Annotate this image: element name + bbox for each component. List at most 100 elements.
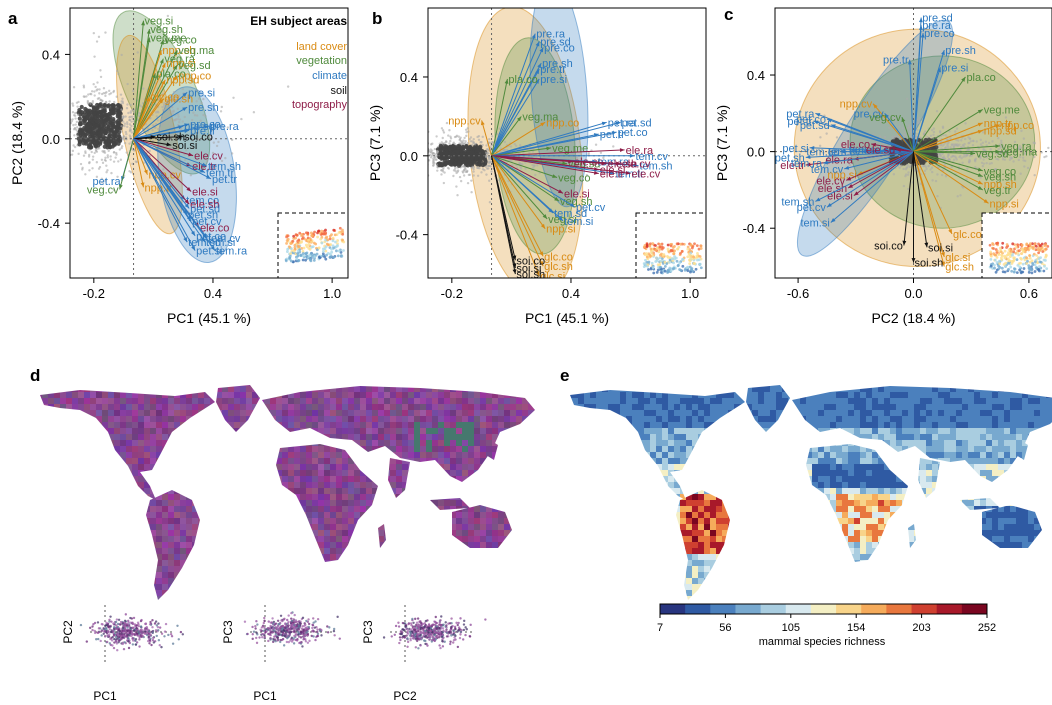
- map-cell: [402, 410, 408, 416]
- sample-point: [129, 126, 132, 130]
- arrow-pet-sd: [491, 121, 621, 157]
- inset-point: [300, 240, 303, 243]
- map-cell: [306, 434, 312, 440]
- sample-point: [973, 158, 977, 162]
- sample-point: [466, 127, 469, 130]
- map-cell: [144, 386, 150, 392]
- sample-point: [44, 125, 46, 127]
- inset-point: [693, 242, 696, 246]
- plot-area: pre.sdpre.rapre.copre.shpre.trpre.sipla.…: [775, 8, 1052, 278]
- map-cell: [48, 385, 54, 386]
- map-cell: [348, 428, 354, 434]
- map-cell: [306, 392, 312, 398]
- sample-point: [189, 174, 193, 177]
- sample-point: [102, 87, 106, 90]
- sample-point: [929, 168, 932, 171]
- map-cell: [498, 428, 504, 434]
- map-cell: [264, 404, 270, 410]
- map-cell: [384, 386, 390, 392]
- inset-point: [341, 232, 345, 236]
- map-cell: [48, 398, 54, 404]
- sample-point: [1033, 173, 1036, 177]
- map-cell: [120, 410, 126, 416]
- map-cell: [72, 410, 78, 416]
- arrow-label: pet.sd: [800, 120, 830, 132]
- inset-point: [678, 261, 682, 265]
- arrow-label: tem.cv: [208, 233, 241, 245]
- map-cell: [48, 392, 54, 398]
- sample-point: [61, 148, 63, 150]
- map-cell: [540, 434, 546, 440]
- sample-point: [180, 99, 183, 102]
- sample-point: [498, 179, 501, 182]
- sample-point: [58, 116, 60, 118]
- map-cell: [234, 385, 240, 386]
- map-cell: [240, 428, 246, 434]
- map-cell: [396, 434, 402, 440]
- map-cell: [540, 416, 546, 422]
- sample-point: [443, 144, 449, 149]
- inset-point: [292, 234, 296, 238]
- sample-point: [984, 151, 988, 154]
- inset-point: [988, 243, 992, 247]
- arrow-label: npp.cv: [448, 115, 481, 127]
- panel-c-biplot: pre.sdpre.rapre.copre.shpre.trpre.sipla.…: [714, 7, 1052, 326]
- map-cell: [456, 446, 462, 452]
- map-cell: [138, 434, 144, 440]
- map-cell: [318, 422, 324, 428]
- map-cell: [90, 392, 96, 398]
- map-cell: [372, 446, 378, 452]
- inset-point: [679, 268, 683, 272]
- map-cell: [90, 428, 96, 434]
- inset-point: [286, 237, 290, 241]
- map-cell: [174, 416, 180, 422]
- arrow-label: veg.ra: [1001, 141, 1032, 153]
- sample-point: [161, 115, 165, 118]
- sample-point: [77, 152, 80, 156]
- sample-point: [33, 71, 35, 73]
- map-cell: [438, 434, 444, 440]
- inset-point: [1037, 242, 1040, 246]
- map-cell: [204, 392, 210, 398]
- sample-point: [438, 143, 443, 148]
- map-cell: [270, 428, 276, 434]
- map-cell: [258, 422, 264, 428]
- sample-point: [195, 114, 199, 117]
- inset-point: [1000, 254, 1004, 258]
- inset-point: [997, 253, 1001, 256]
- map-cell: [336, 386, 342, 392]
- inset-point: [333, 233, 337, 237]
- map-cell: [180, 446, 186, 452]
- sample-point: [957, 139, 960, 142]
- sample-point: [916, 155, 922, 161]
- sample-point: [199, 119, 202, 122]
- arrowhead: [918, 25, 923, 30]
- map-cell: [480, 410, 486, 416]
- sample-point: [177, 94, 181, 97]
- sample-point: [481, 168, 485, 171]
- sample-point: [876, 156, 879, 159]
- inset-point: [658, 245, 662, 249]
- map-cell: [84, 434, 90, 440]
- map-cell: [162, 392, 168, 398]
- map-cell: [174, 404, 180, 410]
- inset-point: [658, 243, 662, 246]
- map-cell: [282, 422, 288, 428]
- map-cell: [324, 398, 330, 404]
- sample-point: [988, 162, 991, 165]
- arrow-label: pet.cv: [797, 202, 827, 214]
- map-cell: [432, 392, 438, 398]
- panel-letter-c: c: [724, 5, 733, 24]
- arrow-label: veg.co: [558, 172, 590, 184]
- map-cell: [396, 446, 402, 452]
- inset-point: [1045, 267, 1049, 271]
- sample-point: [119, 93, 123, 96]
- arrowhead: [145, 96, 150, 102]
- inset-point: [323, 247, 327, 251]
- arrow-pet-co: [826, 118, 914, 153]
- sample-point: [990, 161, 993, 165]
- map-cell: [510, 440, 516, 446]
- sample-point: [163, 108, 167, 111]
- map-cell: [492, 386, 498, 392]
- sample-point: [58, 106, 60, 108]
